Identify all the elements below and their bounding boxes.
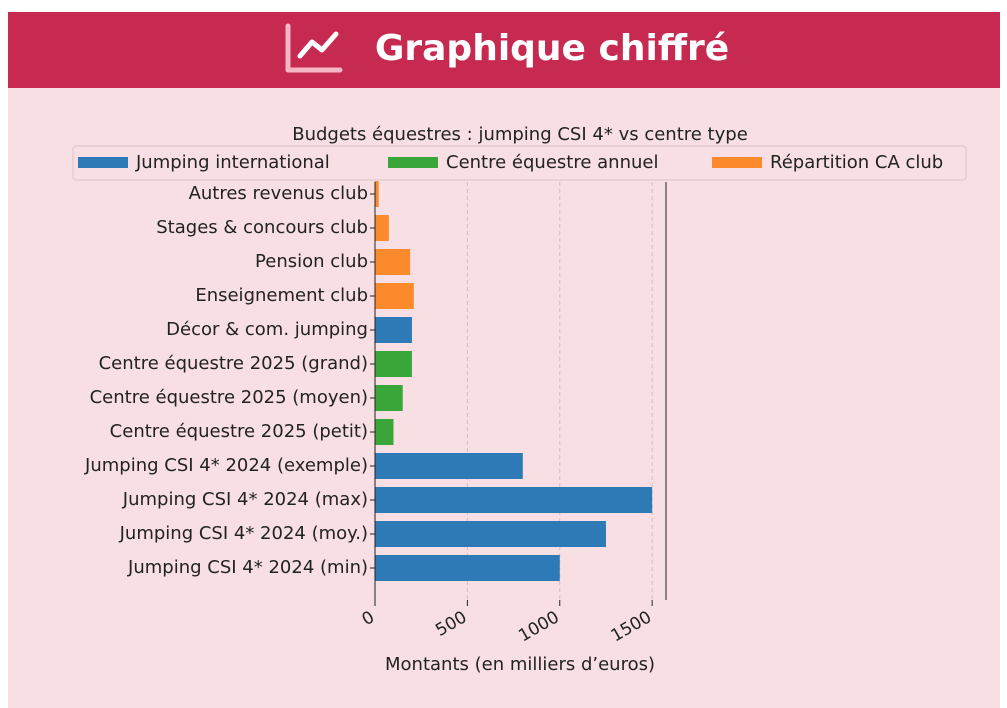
legend-label: Répartition CA club [770, 152, 943, 173]
y-tick-label: Centre équestre 2025 (grand) [99, 353, 368, 374]
bar [375, 385, 403, 411]
y-tick-label: Pension club [255, 251, 368, 272]
bar [375, 181, 379, 207]
legend-swatch [388, 157, 438, 168]
legend-label: Centre équestre annuel [446, 152, 658, 173]
legend-label: Jumping international [135, 152, 330, 173]
y-tick-label: Jumping CSI 4* 2024 (min) [127, 557, 368, 578]
header-bar [8, 12, 1000, 88]
bar [375, 419, 394, 445]
bar [375, 351, 412, 377]
y-tick-label: Jumping CSI 4* 2024 (moy.) [119, 523, 368, 544]
y-tick-label: Centre équestre 2025 (petit) [110, 421, 368, 442]
bar [375, 555, 560, 581]
y-tick-label: Décor & com. jumping [166, 319, 368, 340]
x-axis-label: Montants (en milliers d’euros) [385, 654, 655, 675]
legend-swatch [712, 157, 762, 168]
bar [375, 283, 414, 309]
bar [375, 521, 606, 547]
y-tick-label: Enseignement club [195, 285, 368, 306]
bar [375, 249, 411, 275]
y-tick-label: Centre équestre 2025 (moyen) [90, 387, 368, 408]
bar [375, 487, 653, 513]
bar [375, 317, 412, 343]
panel [8, 88, 1000, 708]
bar [375, 215, 389, 241]
legend-swatch [78, 157, 128, 168]
y-tick-label: Stages & concours club [156, 217, 368, 238]
chart-icon [285, 23, 343, 73]
y-tick-label: Autres revenus club [189, 183, 368, 204]
chart-title: Budgets équestres : jumping CSI 4* vs ce… [292, 124, 748, 145]
y-tick-label: Jumping CSI 4* 2024 (exemple) [84, 455, 368, 476]
bar [375, 453, 523, 479]
y-tick-label: Jumping CSI 4* 2024 (max) [122, 489, 368, 510]
header-title: Graphique chiffré [375, 28, 729, 69]
legend [72, 145, 967, 181]
